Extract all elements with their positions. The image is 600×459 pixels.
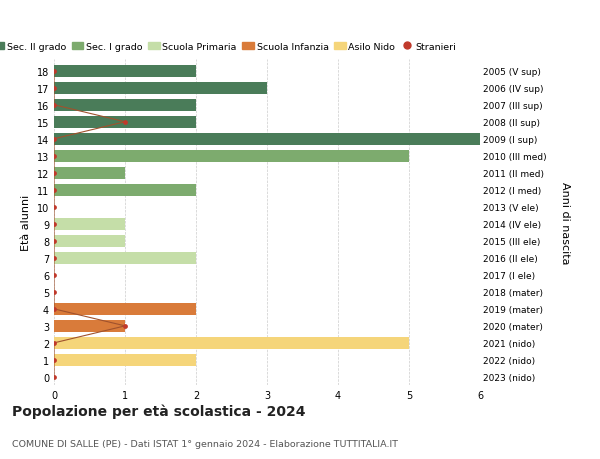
Point xyxy=(49,340,59,347)
Bar xyxy=(54,235,125,247)
Point xyxy=(49,153,59,160)
Point xyxy=(49,255,59,262)
Point xyxy=(49,187,59,194)
Point xyxy=(49,357,59,364)
Bar xyxy=(54,252,196,264)
Point xyxy=(49,102,59,109)
Bar xyxy=(54,117,196,129)
Legend: Sec. II grado, Sec. I grado, Scuola Primaria, Scuola Infanzia, Asilo Nido, Stran: Sec. II grado, Sec. I grado, Scuola Prim… xyxy=(0,43,456,52)
Point xyxy=(49,68,59,75)
Point xyxy=(49,221,59,228)
Point xyxy=(120,323,130,330)
Point xyxy=(49,289,59,296)
Bar xyxy=(54,218,125,230)
Y-axis label: Età alunni: Età alunni xyxy=(21,195,31,251)
Point xyxy=(49,85,59,92)
Point xyxy=(120,119,130,126)
Point xyxy=(49,306,59,313)
Bar xyxy=(54,150,409,162)
Point xyxy=(49,136,59,143)
Bar xyxy=(54,167,125,179)
Bar xyxy=(54,354,196,366)
Bar xyxy=(54,320,125,332)
Bar xyxy=(54,337,409,349)
Point xyxy=(49,204,59,211)
Bar xyxy=(54,66,196,78)
Bar xyxy=(54,83,267,95)
Point xyxy=(49,170,59,177)
Bar xyxy=(54,100,196,112)
Bar xyxy=(54,133,480,146)
Bar xyxy=(54,184,196,196)
Point xyxy=(49,374,59,381)
Bar xyxy=(54,303,196,315)
Text: Popolazione per età scolastica - 2024: Popolazione per età scolastica - 2024 xyxy=(12,404,305,419)
Y-axis label: Anni di nascita: Anni di nascita xyxy=(560,181,570,264)
Text: COMUNE DI SALLE (PE) - Dati ISTAT 1° gennaio 2024 - Elaborazione TUTTITALIA.IT: COMUNE DI SALLE (PE) - Dati ISTAT 1° gen… xyxy=(12,439,398,448)
Point xyxy=(49,238,59,245)
Point xyxy=(49,272,59,279)
